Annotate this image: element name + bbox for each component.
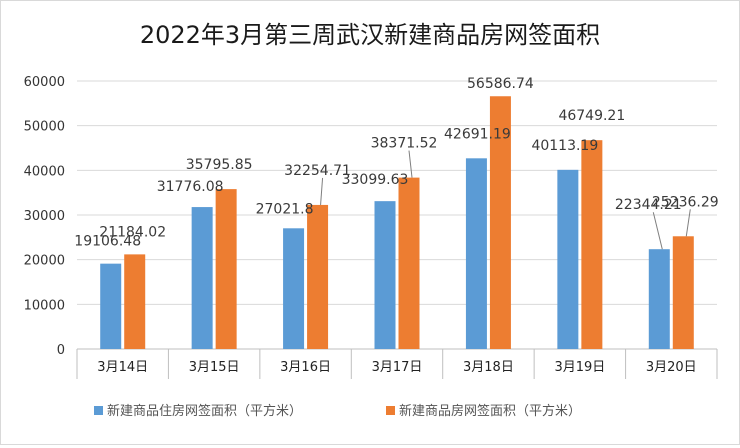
bar-layer bbox=[100, 96, 694, 349]
x-tick-label: 3月16日 bbox=[280, 360, 331, 375]
y-tick-label: 20000 bbox=[24, 254, 65, 269]
data-label-series-2: 38371.52 bbox=[371, 136, 438, 152]
legend-swatch-series-2 bbox=[386, 406, 395, 415]
legend-label-series-1: 新建商品住房网签面积（平方米） bbox=[107, 403, 302, 419]
bar-series-1 bbox=[374, 201, 396, 349]
data-label-series-1: 33099.63 bbox=[342, 172, 409, 188]
x-tick-label: 3月15日 bbox=[189, 360, 240, 375]
bar-series-1 bbox=[191, 207, 213, 349]
bar-series-1 bbox=[283, 228, 305, 349]
grid-layer bbox=[77, 80, 717, 305]
bar-series-2 bbox=[307, 204, 329, 349]
y-tick-label: 40000 bbox=[24, 164, 65, 179]
bar-series-1 bbox=[465, 158, 487, 349]
data-label-leader bbox=[408, 150, 413, 178]
data-label-leader bbox=[652, 212, 663, 250]
legend-swatch-series-1 bbox=[94, 406, 103, 415]
chart-title: 2022年3月第三周武汉新建商品房网签面积 bbox=[140, 21, 600, 49]
bar-series-2 bbox=[672, 236, 694, 349]
data-label-series-1: 27021.8 bbox=[256, 201, 314, 217]
label-layer: 19106.48 31776.08 27021.8 33099.63 42691.19 4… bbox=[74, 76, 718, 249]
data-label-leader bbox=[320, 177, 324, 205]
data-label-series-2: 25236.29 bbox=[652, 194, 719, 210]
x-tick-label: 3月17日 bbox=[372, 360, 423, 375]
axis-layer: 0 10000 20000 30000 40000 50000 60000 3月14日 3月15… bbox=[24, 75, 718, 379]
data-label-series-1: 22344.21 bbox=[615, 197, 682, 213]
bar-series-2 bbox=[581, 140, 603, 349]
bar-series-1 bbox=[100, 263, 122, 349]
y-tick-label: 50000 bbox=[24, 120, 65, 135]
y-tick-label: 30000 bbox=[24, 209, 65, 224]
bar-series-2 bbox=[124, 254, 146, 349]
x-tick-label: 3月20日 bbox=[646, 360, 697, 375]
bar-series-2 bbox=[215, 189, 237, 349]
data-label-series-2: 21184.02 bbox=[99, 224, 166, 240]
x-tick-label: 3月14日 bbox=[97, 360, 148, 375]
data-label-series-2: 35795.85 bbox=[186, 157, 253, 173]
bar-series-2 bbox=[489, 96, 511, 349]
data-label-leader bbox=[685, 209, 691, 237]
data-label-series-1: 19106.48 bbox=[74, 234, 141, 250]
data-label-series-1: 40113.19 bbox=[531, 138, 598, 154]
data-label-series-1: 31776.08 bbox=[157, 179, 224, 195]
data-label-series-2: 46749.21 bbox=[558, 108, 625, 124]
bar-series-1 bbox=[557, 169, 579, 349]
x-tick-label: 3月18日 bbox=[463, 360, 514, 375]
data-label-series-1: 42691.19 bbox=[444, 126, 511, 142]
data-label-series-2: 56586.74 bbox=[467, 76, 534, 92]
bar-series-1 bbox=[648, 249, 670, 349]
data-label-series-2: 32254.71 bbox=[284, 163, 351, 179]
x-tick-label: 3月19日 bbox=[554, 360, 605, 375]
y-tick-label: 10000 bbox=[24, 298, 65, 313]
y-tick-label: 0 bbox=[57, 343, 65, 358]
legend-label-series-2: 新建商品房网签面积（平方米） bbox=[399, 403, 581, 419]
legend: 新建商品住房网签面积（平方米） 新建商品房网签面积（平方米） bbox=[94, 403, 581, 419]
y-tick-label: 60000 bbox=[24, 75, 65, 90]
bar-series-2 bbox=[398, 177, 420, 349]
